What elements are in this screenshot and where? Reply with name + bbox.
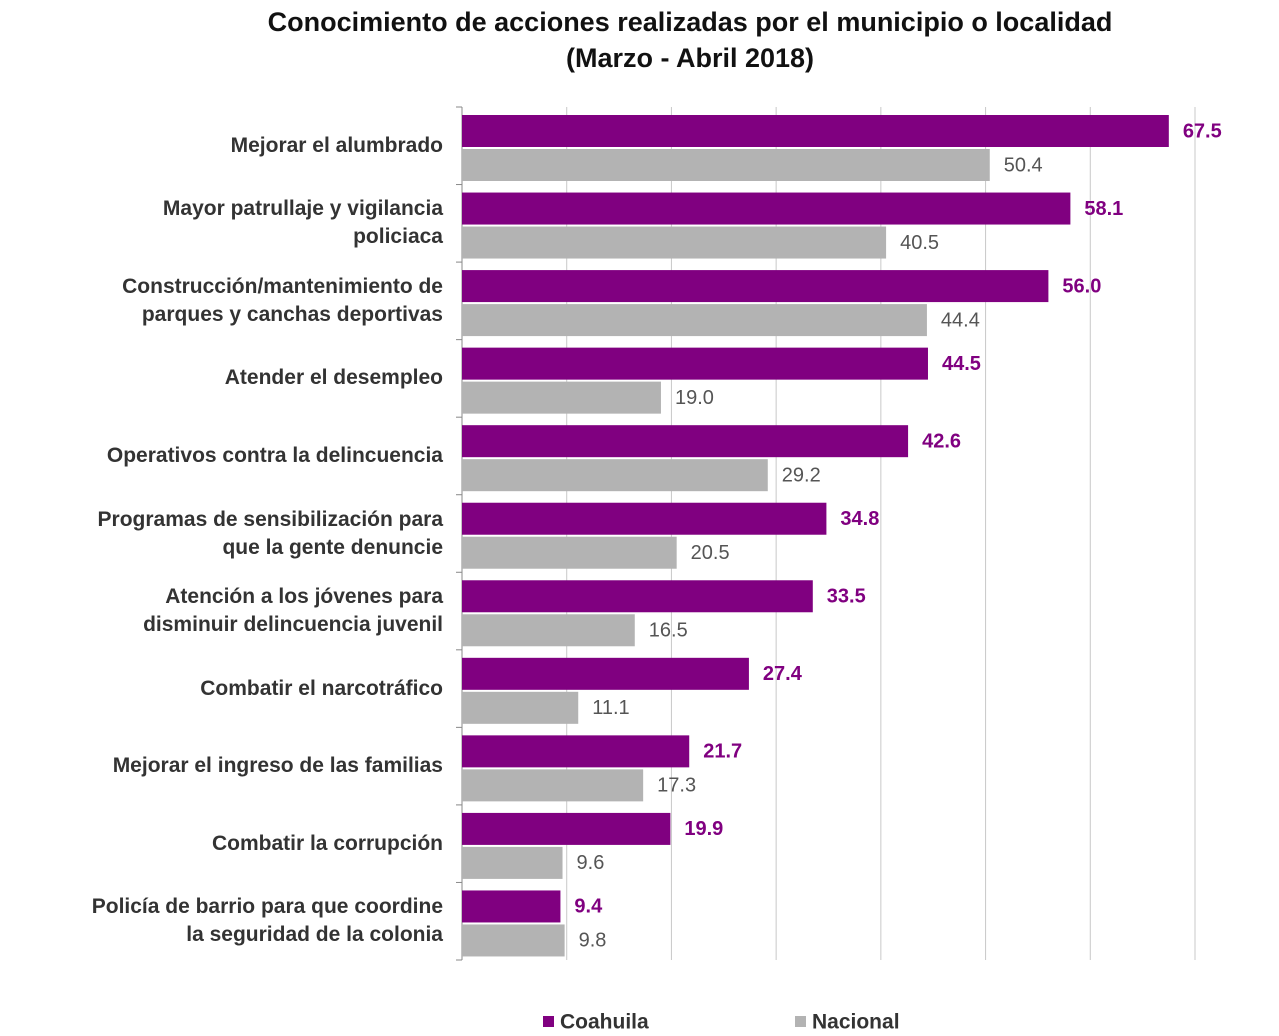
legend-swatch [543,1016,554,1027]
value-label: 19.9 [684,818,723,840]
bar [462,115,1169,147]
value-label: 21.7 [703,741,742,763]
legend-swatch [795,1016,806,1027]
value-label: 67.5 [1183,120,1222,142]
category-label: Programas de sensibilización para que la… [97,507,443,559]
category-label: Mejorar el alumbrado [230,133,443,157]
legend-label: Coahuila [560,1011,649,1034]
value-label: 27.4 [763,663,803,685]
value-label: 44.4 [941,309,980,331]
value-label: 16.5 [649,620,688,642]
bar [462,614,635,647]
value-label: 58.1 [1084,198,1123,220]
value-label: 9.6 [577,852,605,874]
category-label: Combatir el narcotráfico [200,676,443,700]
value-label: 11.1 [592,697,629,719]
bar [462,149,990,181]
bar [462,347,928,380]
bar [462,580,813,613]
bar [462,192,1071,225]
category-label: Mayor patrullaje y vigilancia policiaca [162,197,443,249]
value-label: 50.4 [1004,154,1043,176]
legend-label: Nacional [812,1011,900,1034]
value-label: 34.8 [840,508,879,530]
category-label: Construcción/mantenimiento de parques y … [122,274,443,326]
value-label: 29.2 [782,464,821,486]
chart-title: Conocimiento de acciones realizadas por … [268,7,1113,37]
bar [462,226,887,259]
value-label: 19.0 [675,387,714,409]
bar [462,890,561,923]
value-label: 17.3 [657,775,696,797]
bar [462,846,563,879]
bar [462,459,768,492]
category-label: Mejorar el ingreso de las familias [112,754,443,778]
value-label: 44.5 [942,353,981,375]
value-label: 40.5 [900,232,939,254]
bar [462,425,909,458]
category-label: Combatir la corrupción [211,831,443,855]
category-label: Atender el desempleo [224,366,443,390]
bar [462,735,690,768]
bar [462,812,671,845]
bar [462,381,661,414]
bar [462,924,565,957]
value-label: 20.5 [691,542,730,564]
category-label: Policía de barrio para que coordine la s… [91,895,443,947]
value-label: 33.5 [827,586,866,608]
category-label: Atención a los jóvenes para disminuir de… [143,585,443,637]
bar [462,691,579,724]
chart-subtitle: (Marzo - Abril 2018) [566,43,814,73]
bar [462,657,749,690]
bar [462,536,677,569]
value-label: 56.0 [1062,275,1101,297]
value-label: 9.4 [574,896,603,918]
bar [462,304,927,337]
category-label: Operativos contra la delincuencia [106,443,443,467]
value-label: 9.8 [579,930,607,952]
bar [462,769,644,802]
bar [462,270,1049,303]
bar [462,502,827,535]
value-label: 42.6 [922,430,961,452]
